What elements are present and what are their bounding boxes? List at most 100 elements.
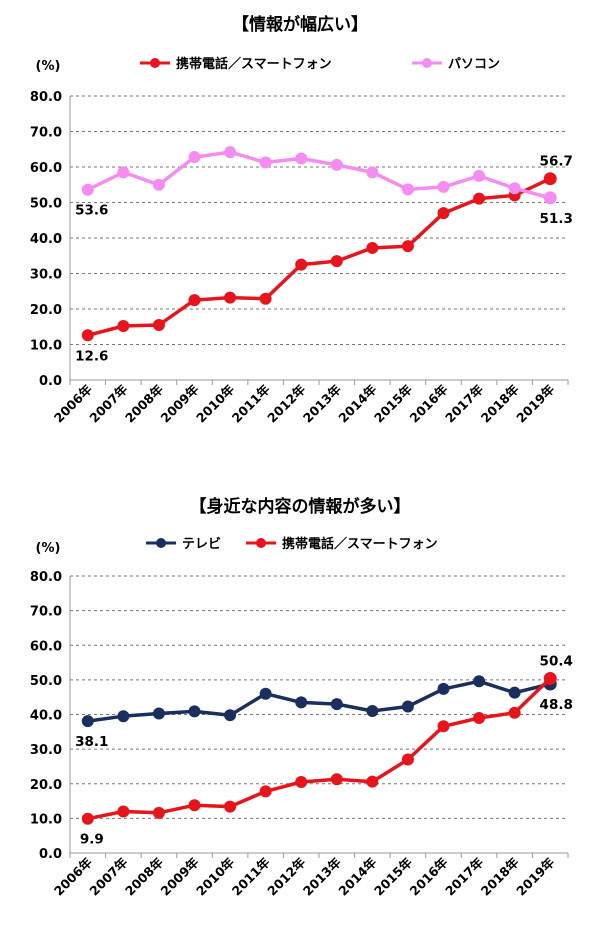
data-label: 53.6 xyxy=(75,203,108,219)
data-point xyxy=(366,241,379,254)
x-tick-label: 2015年 xyxy=(371,381,415,425)
data-point xyxy=(152,806,165,819)
y-tick-label: 20.0 xyxy=(30,303,62,318)
data-point xyxy=(117,320,130,333)
x-tick-label: 2007年 xyxy=(86,381,130,425)
y-tick-label: 50.0 xyxy=(30,197,62,212)
data-point xyxy=(117,805,130,818)
series-2 xyxy=(81,146,557,205)
x-tick-label: 2016年 xyxy=(407,381,451,425)
data-point xyxy=(508,706,521,719)
data-point xyxy=(295,152,308,165)
data-point xyxy=(330,698,343,711)
x-tick-label: 2017年 xyxy=(442,854,486,898)
series-line xyxy=(87,177,551,337)
data-label: 56.7 xyxy=(540,154,573,170)
data-point xyxy=(117,166,130,179)
legend-marker xyxy=(150,58,160,68)
x-tick-label: 2011年 xyxy=(229,381,273,425)
data-point xyxy=(543,172,557,186)
data-point xyxy=(152,178,165,191)
data-point xyxy=(81,183,94,196)
x-tick-label: 2008年 xyxy=(122,381,166,425)
data-point xyxy=(401,240,414,253)
legend-marker xyxy=(422,58,432,68)
y-tick-label: 10.0 xyxy=(30,339,62,354)
data-label: 51.3 xyxy=(540,211,573,227)
y-tick-label: 80.0 xyxy=(30,570,62,585)
legend-label: パソコン xyxy=(448,57,500,72)
x-tick-label: 2010年 xyxy=(193,381,237,425)
data-point xyxy=(437,180,450,193)
series-line xyxy=(87,150,551,200)
y-tick-label: 50.0 xyxy=(30,674,62,689)
data-point xyxy=(81,812,94,825)
legend-item: パソコン xyxy=(412,57,500,72)
y-tick-label: 30.0 xyxy=(30,268,62,283)
data-point xyxy=(188,705,201,718)
data-point xyxy=(224,800,237,813)
data-point xyxy=(543,191,557,205)
data-point xyxy=(401,183,414,196)
x-tick-label: 2014年 xyxy=(335,381,379,425)
y-tick-label: 0.0 xyxy=(39,847,62,862)
data-point xyxy=(473,711,486,724)
chart-title: 【身近な内容の情報が多い】 xyxy=(190,496,411,517)
y-tick-label: 40.0 xyxy=(30,232,62,247)
data-point xyxy=(224,146,237,159)
y-tick-label: 10.0 xyxy=(30,812,62,827)
data-label: 9.9 xyxy=(80,832,104,848)
x-tick-label: 2013年 xyxy=(300,381,344,425)
data-point xyxy=(295,776,308,789)
data-point xyxy=(330,773,343,786)
data-point xyxy=(152,318,165,331)
data-point xyxy=(401,753,414,766)
data-point xyxy=(473,169,486,182)
data-label: 48.8 xyxy=(540,697,573,713)
data-point xyxy=(543,671,557,685)
x-tick-label: 2010年 xyxy=(193,854,237,898)
data-point xyxy=(508,182,521,195)
x-tick-label: 2015年 xyxy=(371,854,415,898)
x-tick-label: 2019年 xyxy=(513,854,557,898)
data-point xyxy=(437,207,450,220)
legend-item: テレビ xyxy=(146,536,221,552)
data-point xyxy=(473,192,486,205)
data-point xyxy=(81,715,94,728)
legend-item: 携帯電話／スマートフォン xyxy=(140,56,332,72)
y-tick-label: 40.0 xyxy=(30,709,62,724)
x-tick-label: 2011年 xyxy=(229,854,273,898)
x-tick-label: 2008年 xyxy=(122,854,166,898)
data-point xyxy=(259,156,272,169)
chart-2: 【身近な内容の情報が多い】 (%) テレビ 携帯電話／スマートフォン 0.0 10.0 20… xyxy=(30,496,573,899)
y-tick-label: 80.0 xyxy=(30,90,62,105)
legend-label: 携帯電話／スマートフォン xyxy=(176,56,332,72)
data-label: 38.1 xyxy=(75,734,108,750)
x-tick-label: 2013年 xyxy=(300,854,344,898)
legend-label: テレビ xyxy=(182,536,221,552)
chart-title: 【情報が幅広い】 xyxy=(232,14,368,35)
x-tick-label: 2018年 xyxy=(478,854,522,898)
data-point xyxy=(188,294,201,307)
data-point xyxy=(473,675,486,688)
series-line xyxy=(87,677,552,821)
y-tick-label: 0.0 xyxy=(39,374,62,389)
x-tick-label: 2007年 xyxy=(86,854,130,898)
x-tick-label: 2017年 xyxy=(442,381,486,425)
y-tick-label: 20.0 xyxy=(30,778,62,793)
data-point xyxy=(437,682,450,695)
x-tick-label: 2012年 xyxy=(264,381,308,425)
data-point xyxy=(188,799,201,812)
data-point xyxy=(366,166,379,179)
data-point xyxy=(508,686,521,699)
legend-marker xyxy=(256,538,266,548)
series-1 xyxy=(81,172,557,342)
x-tick-label: 2009年 xyxy=(158,854,202,898)
data-point xyxy=(259,785,272,798)
data-point xyxy=(330,255,343,268)
legend-label: 携帯電話／スマートフォン xyxy=(282,536,438,552)
data-point xyxy=(152,707,165,720)
x-tick-label: 2018年 xyxy=(478,381,522,425)
y-tick-label: 70.0 xyxy=(30,126,62,141)
